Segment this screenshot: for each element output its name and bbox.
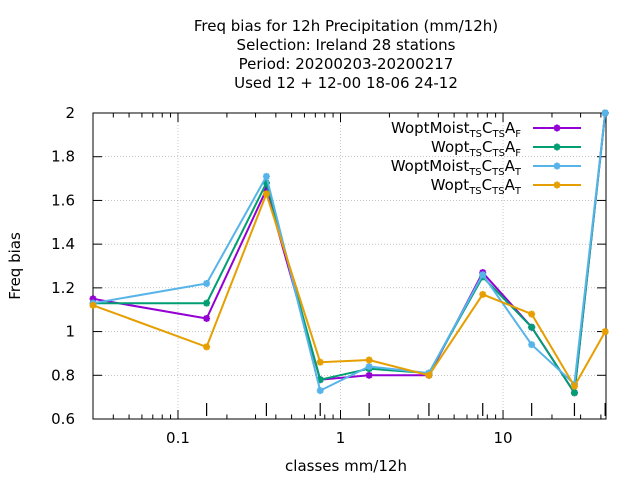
data-point [479,271,487,279]
series-line [92,112,607,393]
legend-marker [553,181,561,189]
data-point [528,323,536,331]
data-point [262,172,270,180]
data-point [528,310,536,318]
y-tick-label: 1.8 [51,148,75,166]
legend-marker [553,124,561,132]
legend-label: WoptMoistTSCTSAT [391,157,522,178]
grid [93,113,606,419]
legend-marker [553,162,561,170]
data-point [601,328,609,336]
data-point [89,295,97,303]
y-tick-label: 1 [65,323,75,341]
legend: WoptMoistTSCTSAFWoptTSCTSAFWoptMoistTSCT… [391,119,581,197]
data-point [203,314,211,322]
y-tick-label: 1.6 [51,191,75,209]
series [89,109,609,397]
data-point [365,371,373,379]
ticks: 0.6 0.8 1 1.2 1.4 1.6 1.8 2 0.1 1 10 [51,104,606,447]
y-axis-label: Freq bias [6,232,24,300]
x-axis-label: classes mm/12h [285,457,407,475]
data-point [570,382,578,390]
data-point [262,179,270,187]
series-3 [89,190,609,390]
plot-frame [92,112,607,420]
y-tick-label: 1.4 [51,235,75,253]
data-point [570,389,578,397]
title-line: Freq bias for 12h Precipitation (mm/12h) [194,17,498,35]
data-point [316,376,324,384]
legend-label: WoptTSCTSAF [431,138,521,159]
series-1 [89,109,609,397]
data-point [479,290,487,298]
axes [92,112,607,420]
legend-label: WoptTSCTSAT [431,176,522,197]
y-tick-label: 1.2 [51,279,75,297]
data-point [89,301,97,309]
data-point [262,186,270,193]
legend-label: WoptMoistTSCTSAF [391,119,521,140]
series-line [93,112,607,396]
legend-marker [553,143,561,151]
x-tick-label: 10 [493,429,512,447]
title-line: Period: 20200203-20200217 [239,55,454,73]
y-tick-label: 0.6 [51,410,75,428]
x-tick-label: 0.1 [166,429,190,447]
title-line: Used 12 + 12-00 18-06 24-12 [234,74,458,92]
data-point [316,387,324,395]
data-point [601,109,609,117]
series-2 [89,109,609,395]
chart-title: Freq bias for 12h Precipitation (mm/12h)… [194,17,498,92]
data-point [316,358,324,366]
data-point [425,371,433,379]
series-line [92,112,607,396]
data-point [203,279,211,287]
data-point [262,190,270,198]
data-point [365,356,373,364]
data-point [203,299,211,307]
y-tick-label: 2 [65,104,75,122]
x-tick-label: 1 [336,429,346,447]
data-point [528,341,536,349]
data-point [203,343,211,351]
y-tick-label: 0.8 [51,366,75,384]
title-line: Selection: Ireland 28 stations [237,36,456,54]
series-0 [89,109,609,397]
data-point [365,363,373,371]
series-line [92,190,607,389]
